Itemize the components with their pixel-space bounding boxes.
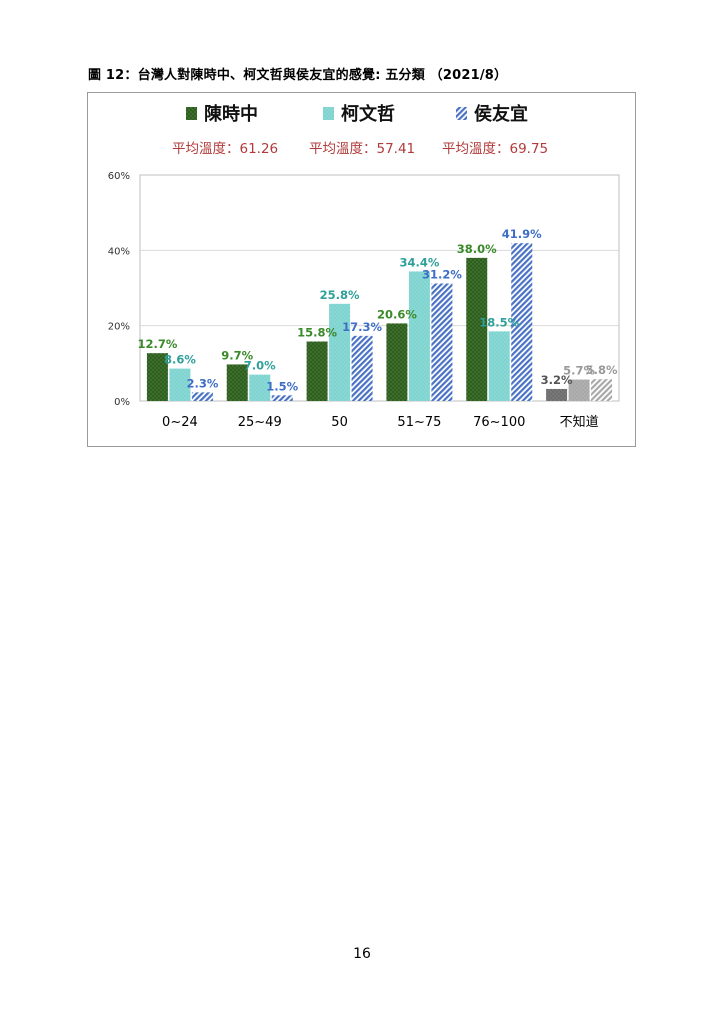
bar-侯友宜-76~100 — [511, 243, 533, 401]
bar-柯文哲-76~100 — [488, 331, 510, 401]
x-tick-label: 76~100 — [473, 415, 525, 430]
data-label: 25.8% — [320, 288, 360, 302]
x-tick-label: 51~75 — [397, 415, 441, 430]
y-tick-label: 60% — [108, 171, 130, 182]
legend: 陳時中 柯文哲 侯友宜 — [186, 103, 528, 125]
legend-swatch — [456, 107, 467, 120]
data-label: 8.6% — [164, 353, 196, 367]
bar-陳時中-0~24 — [146, 353, 168, 401]
figure-caption: 圖 12：台灣人對陳時中、柯文哲與侯友宜的感覺: 五分類 （2021/8） — [88, 68, 508, 83]
bar-侯友宜-51~75 — [431, 283, 453, 401]
data-label: 34.4% — [399, 255, 439, 269]
data-label: 9.7% — [221, 348, 253, 362]
bar-chart: 0% 20% 40% 60% 0~24 25~49 50 51~75 76~100 不知道 陳時中… — [108, 103, 620, 430]
data-label: 17.3% — [342, 320, 382, 334]
data-label: 5.8% — [586, 363, 618, 377]
plot-area-border — [139, 174, 620, 402]
grid — [139, 174, 620, 402]
axes: 0% 20% 40% 60% 0~24 25~49 50 51~75 76~100 不知道 — [108, 171, 599, 430]
data-label: 38.0% — [457, 242, 497, 256]
average-temperature-row: 平均溫度：61.26 平均溫度：57.41 平均溫度：69.75 — [172, 141, 548, 157]
data-labels: 12.7% 9.7% 15.8% 20.6% 38.0% 3.2% 8.6% 7.0% 25.8… — [137, 227, 618, 393]
data-label: 2.3% — [186, 376, 218, 390]
data-label: 15.8% — [297, 325, 337, 339]
x-tick-label: 不知道 — [560, 414, 599, 430]
y-tick-label: 0% — [114, 397, 130, 408]
bar-柯文哲-25~49 — [249, 374, 271, 401]
data-label: 7.0% — [244, 359, 276, 373]
bar-陳時中-76~100 — [466, 257, 488, 401]
bar-柯文哲-不知道 — [568, 379, 590, 401]
data-label: 3.2% — [541, 373, 573, 387]
data-label: 31.2% — [422, 267, 462, 281]
x-tick-label: 50 — [331, 415, 348, 430]
bar-柯文哲-51~75 — [408, 271, 430, 401]
y-tick-label: 40% — [108, 246, 130, 257]
bar-陳時中-不知道 — [546, 388, 568, 401]
legend-label: 柯文哲 — [341, 103, 395, 125]
bar-柯文哲-50 — [329, 303, 351, 401]
bars — [146, 243, 613, 401]
bar-陳時中-51~75 — [386, 323, 408, 401]
legend-label: 陳時中 — [204, 103, 258, 125]
bar-侯友宜-25~49 — [271, 395, 293, 401]
data-label: 5.7% — [563, 364, 595, 378]
bar-陳時中-25~49 — [226, 364, 248, 401]
legend-label: 侯友宜 — [474, 103, 528, 125]
data-label: 18.5% — [479, 315, 519, 329]
average-temperature-text: 平均溫度：69.75 — [442, 141, 548, 157]
bar-侯友宜-0~24 — [191, 392, 213, 401]
x-tick-label: 25~49 — [238, 415, 282, 430]
legend-swatch — [323, 107, 334, 120]
average-temperature-text: 平均溫度：61.26 — [172, 141, 278, 157]
chart-frame: 0% 20% 40% 60% 0~24 25~49 50 51~75 76~100 不知道 陳時中… — [87, 92, 636, 447]
legend-swatch — [186, 107, 197, 120]
data-label: 1.5% — [266, 379, 298, 393]
data-label: 12.7% — [137, 337, 177, 351]
bar-侯友宜-50 — [351, 335, 373, 401]
data-label: 41.9% — [502, 227, 542, 241]
bar-侯友宜-不知道 — [591, 379, 613, 401]
bar-陳時中-50 — [306, 341, 328, 401]
average-temperature-text: 平均溫度：57.41 — [309, 141, 415, 157]
data-label: 20.6% — [377, 307, 417, 321]
page-number: 16 — [353, 946, 371, 962]
x-tick-label: 0~24 — [162, 415, 198, 430]
y-tick-label: 20% — [108, 322, 130, 333]
bar-柯文哲-0~24 — [169, 368, 191, 401]
